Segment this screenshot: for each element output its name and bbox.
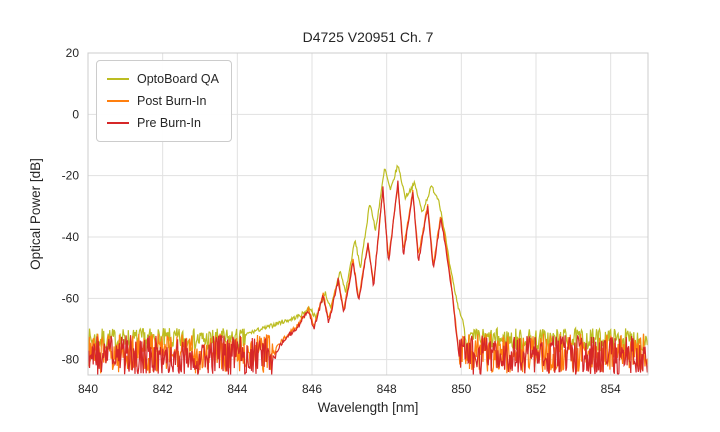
y-tick-label: -40 (62, 230, 80, 244)
tick-labels: 840 842 844 846 848 850 852 854 20 0 -20 -40 -60 -80 (62, 46, 621, 396)
y-tick-label: -80 (62, 353, 80, 367)
chart-title: D4725 V20951 Ch. 7 (303, 29, 434, 45)
y-axis-label: Optical Power [dB] (28, 158, 43, 270)
plot-border (87, 52, 649, 376)
x-tick-label: 850 (451, 382, 471, 396)
y-tick-label: -60 (62, 291, 80, 305)
series-lines (88, 164, 648, 375)
x-tick-label: 846 (302, 382, 322, 396)
x-tick-label: 852 (526, 382, 546, 396)
legend-line-swatch-pre-burn-in (107, 121, 129, 125)
y-tick-label: 0 (72, 107, 79, 121)
x-tick-label: 840 (78, 382, 98, 396)
legend: OptoBoard QA Post Burn-In Pre Burn-In (96, 60, 232, 142)
x-tick-label: 844 (227, 382, 247, 396)
x-tick-label: 842 (153, 382, 173, 396)
legend-label-pre-burn-in: Pre Burn-In (137, 116, 201, 130)
legend-item-post-burn-in: Post Burn-In (107, 90, 219, 112)
legend-line-swatch-post-burn-in (107, 99, 129, 103)
x-axis-label: Wavelength [nm] (318, 400, 419, 415)
series-line-pre-burn-in (88, 180, 648, 375)
legend-line-swatch-optoboard-qa (107, 77, 129, 81)
legend-item-optoboard-qa: OptoBoard QA (107, 68, 219, 90)
y-tick-label: 20 (66, 46, 80, 60)
y-tick-label: -20 (62, 169, 80, 183)
x-tick-label: 854 (601, 382, 621, 396)
x-tick-label: 848 (377, 382, 397, 396)
plot-generated-layers: 840 842 844 846 848 850 852 854 20 0 -20 -40 -60 -80 (62, 46, 649, 396)
legend-label-optoboard-qa: OptoBoard QA (137, 72, 219, 86)
legend-label-post-burn-in: Post Burn-In (137, 94, 207, 108)
legend-item-pre-burn-in: Pre Burn-In (107, 112, 219, 134)
series-line-optoboard-qa (88, 164, 648, 354)
